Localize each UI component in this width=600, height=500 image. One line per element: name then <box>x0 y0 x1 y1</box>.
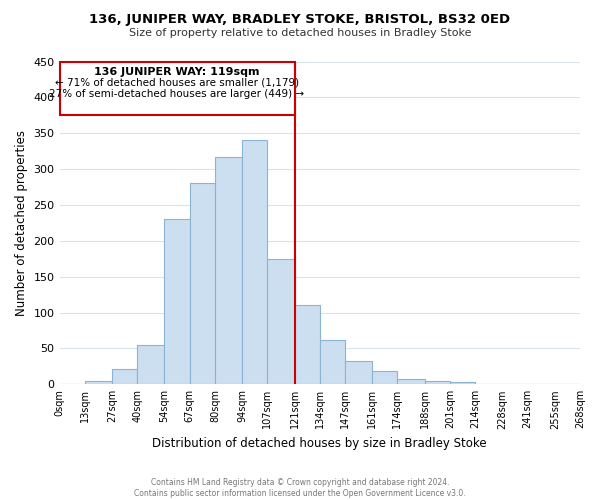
Text: ← 71% of detached houses are smaller (1,179): ← 71% of detached houses are smaller (1,… <box>55 78 299 88</box>
FancyBboxPatch shape <box>59 62 295 116</box>
Bar <box>137 345 164 385</box>
X-axis label: Distribution of detached houses by size in Bradley Stoke: Distribution of detached houses by size … <box>152 437 487 450</box>
Bar <box>242 140 268 384</box>
Bar <box>268 259 295 384</box>
Bar <box>215 157 242 384</box>
Bar <box>295 306 320 384</box>
Bar <box>345 360 372 384</box>
Bar <box>320 340 345 384</box>
Bar <box>190 184 215 384</box>
Text: 27% of semi-detached houses are larger (449) →: 27% of semi-detached houses are larger (… <box>49 89 305 99</box>
Bar <box>112 368 137 384</box>
Text: 136, JUNIPER WAY, BRADLEY STOKE, BRISTOL, BS32 0ED: 136, JUNIPER WAY, BRADLEY STOKE, BRISTOL… <box>89 12 511 26</box>
Bar <box>397 380 425 384</box>
Bar <box>450 382 475 384</box>
Bar <box>425 380 450 384</box>
Bar <box>164 220 190 384</box>
Text: 136 JUNIPER WAY: 119sqm: 136 JUNIPER WAY: 119sqm <box>94 67 260 77</box>
Y-axis label: Number of detached properties: Number of detached properties <box>15 130 28 316</box>
Text: Size of property relative to detached houses in Bradley Stoke: Size of property relative to detached ho… <box>129 28 471 38</box>
Bar <box>372 370 397 384</box>
Bar <box>85 380 112 384</box>
Text: Contains HM Land Registry data © Crown copyright and database right 2024.
Contai: Contains HM Land Registry data © Crown c… <box>134 478 466 498</box>
